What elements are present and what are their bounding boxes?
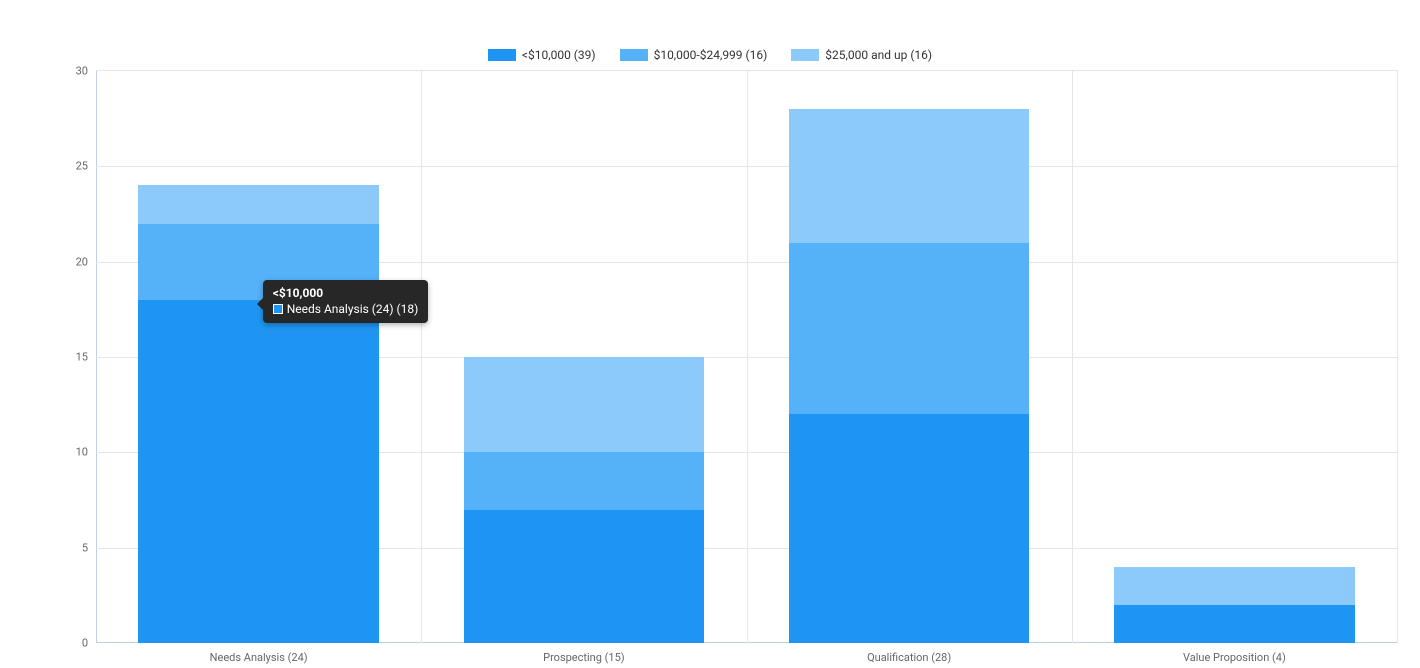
legend-label: $10,000-$24,999 (16) (654, 48, 768, 62)
gridline-vertical (421, 71, 422, 643)
bar-segment[interactable] (789, 243, 1030, 415)
chart-container: <$10,000 (39) $10,000-$24,999 (16) $25,000… (0, 0, 1420, 668)
bar-segment[interactable] (789, 414, 1030, 643)
y-tick-label: 30 (76, 65, 96, 78)
x-tick-label: Needs Analysis (24) (210, 643, 308, 664)
legend-item[interactable]: $25,000 and up (16) (791, 48, 932, 62)
bar-segment[interactable] (138, 300, 379, 643)
bar-segment[interactable] (138, 185, 379, 223)
legend-label: <$10,000 (39) (522, 48, 596, 62)
legend-swatch (791, 49, 819, 61)
x-tick-label: Qualification (28) (867, 643, 951, 664)
y-tick-label: 15 (76, 351, 96, 364)
bar-group (789, 71, 1030, 643)
bar-segment[interactable] (789, 109, 1030, 242)
y-tick-label: 10 (76, 446, 96, 459)
y-tick-label: 0 (82, 637, 96, 650)
y-tick-label: 20 (76, 255, 96, 268)
y-tick-label: 25 (76, 160, 96, 173)
x-tick-label: Prospecting (15) (543, 643, 625, 664)
legend-label: $25,000 and up (16) (825, 48, 932, 62)
legend-item[interactable]: $10,000-$24,999 (16) (620, 48, 768, 62)
legend-swatch (488, 49, 516, 61)
bar-group (138, 71, 379, 643)
gridline-vertical (1072, 71, 1073, 643)
legend-swatch (620, 49, 648, 61)
chart-tooltip: <$10,000 Needs Analysis (24) (18) (263, 280, 429, 323)
tooltip-swatch (273, 304, 283, 314)
bar-group (464, 71, 705, 643)
bar-segment[interactable] (464, 452, 705, 509)
tooltip-label: Needs Analysis (24) (18) (287, 302, 419, 316)
bar-group (1114, 71, 1355, 643)
chart-legend: <$10,000 (39) $10,000-$24,999 (16) $25,000… (0, 48, 1420, 62)
tooltip-title: <$10,000 (273, 286, 419, 300)
y-tick-label: 5 (82, 541, 96, 554)
gridline-vertical (1397, 71, 1398, 643)
bar-segment[interactable] (464, 357, 705, 452)
legend-item[interactable]: <$10,000 (39) (488, 48, 596, 62)
bar-segment[interactable] (1114, 567, 1355, 605)
bar-segment[interactable] (464, 510, 705, 643)
x-tick-label: Value Proposition (4) (1183, 643, 1286, 664)
tooltip-row: Needs Analysis (24) (18) (273, 302, 419, 316)
chart-plot-area: 051015202530Needs Analysis (24)Prospecti… (96, 70, 1398, 643)
gridline-vertical (747, 71, 748, 643)
bar-segment[interactable] (1114, 605, 1355, 643)
